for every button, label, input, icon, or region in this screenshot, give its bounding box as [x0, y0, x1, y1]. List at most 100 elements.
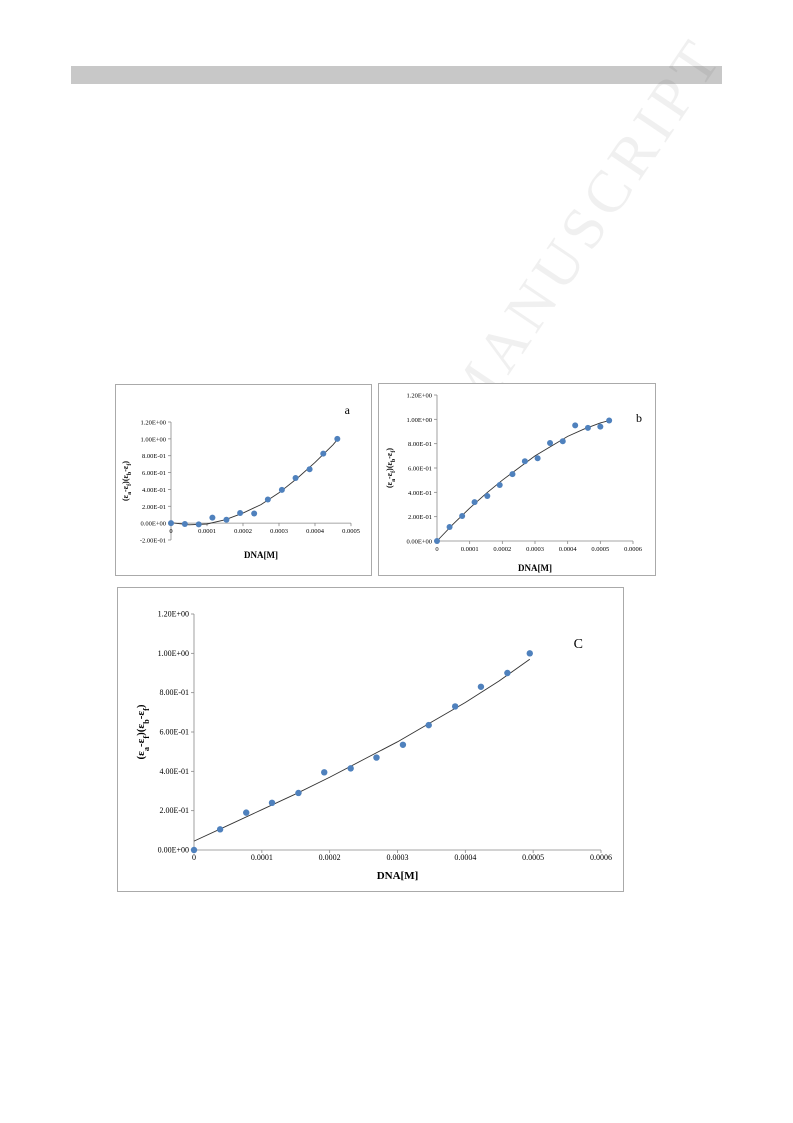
y-tick-label: 2.00E-01	[408, 514, 432, 521]
y-tick-label: 1.20E+00	[406, 393, 432, 400]
chart-a-svg: -2.00E-01 0.00E+00 2.00E-01 4.00E-01 6.00E-0…	[121, 403, 360, 560]
y-tick-label: -2.00E-01	[140, 538, 166, 545]
chart-panel-c: 0.00E+00 2.00E-01 4.00E-01 6.00E-01 8.00E-01…	[117, 587, 624, 892]
x-tick-label: 0.0003	[270, 528, 288, 535]
y-tick-label: 6.00E-01	[142, 470, 166, 477]
y-tick-label: 0.00E+00	[406, 539, 432, 546]
data-point	[347, 765, 354, 772]
y-tick-label: 8.00E-01	[159, 688, 189, 697]
data-point	[168, 520, 174, 527]
y-tick-label: 1.00E+00	[406, 417, 432, 424]
chart-panel-a: -2.00E-01 0.00E+00 2.00E-01 4.00E-01 6.00E-0…	[115, 384, 372, 576]
x-tick-label: 0.0005	[522, 853, 544, 862]
data-point	[292, 475, 299, 482]
fit-curve	[436, 420, 610, 542]
y-tick-label: 0.00E+00	[158, 846, 189, 855]
data-point	[451, 703, 459, 710]
data-point	[606, 417, 613, 424]
data-point	[295, 789, 302, 797]
data-point	[504, 669, 511, 677]
data-point	[399, 741, 407, 748]
x-tick-label: 0.0003	[526, 546, 544, 553]
data-point	[190, 846, 198, 854]
data-point	[321, 769, 328, 776]
chart-c-svg: 0.00E+00 2.00E-01 4.00E-01 6.00E-01 8.00E-01…	[135, 610, 612, 883]
data-point	[223, 516, 230, 523]
watermark: MANUSCRIPT	[430, 25, 736, 433]
y-tick-label: 4.00E-01	[159, 767, 189, 776]
panel-annotation: b	[636, 411, 642, 425]
panel-annotation: C	[574, 637, 583, 652]
data-point	[425, 721, 432, 729]
x-tick-label: 0.0005	[591, 546, 609, 553]
data-point	[484, 492, 491, 499]
data-point	[306, 466, 313, 473]
data-point	[209, 514, 216, 521]
data-point	[572, 422, 579, 429]
y-axis-title: (εa-εf)(εb-εf)	[135, 704, 151, 759]
data-point	[334, 435, 341, 442]
data-point	[446, 524, 453, 531]
y-tick-label: 8.00E-01	[408, 441, 432, 448]
data-point	[521, 458, 528, 465]
y-tick-label: 1.00E+00	[158, 649, 189, 658]
data-point	[496, 482, 503, 489]
header-bar	[71, 66, 722, 84]
data-point	[534, 455, 541, 462]
x-axis-title: DNA[M]	[244, 550, 278, 560]
x-tick-label: 0.0005	[342, 528, 360, 535]
x-tick-label: 0.0006	[590, 853, 612, 862]
data-point	[237, 510, 244, 517]
y-tick-label: 1.20E+00	[158, 610, 189, 619]
data-point	[264, 496, 271, 503]
data-point	[459, 513, 466, 520]
fit-curve	[193, 658, 531, 842]
x-axis-title: DNA[M]	[518, 563, 552, 573]
data-point	[373, 754, 380, 761]
y-tick-label: 8.00E-01	[142, 453, 166, 460]
data-point	[320, 450, 327, 457]
data-point	[584, 424, 591, 431]
data-point	[251, 510, 258, 517]
y-tick-label: 4.00E-01	[142, 487, 166, 494]
data-point	[509, 471, 516, 478]
y-tick-label: 2.00E-01	[159, 806, 189, 815]
data-point	[195, 521, 202, 528]
x-tick-label: 0.0002	[493, 546, 511, 553]
y-tick-label: 6.00E-01	[408, 466, 432, 473]
data-point	[526, 650, 533, 657]
y-tick-label: 4.00E-01	[408, 490, 432, 497]
x-tick-label: 0.0004	[559, 546, 578, 553]
y-axis-title: (εa-εf)(εb-εf)	[121, 461, 133, 501]
x-tick-label: 0.0003	[387, 853, 409, 862]
x-tick-label: 0.0002	[319, 853, 341, 862]
data-point	[278, 486, 285, 493]
data-point	[547, 440, 554, 447]
x-tick-label: 0.0004	[306, 528, 325, 535]
x-tick-label: 0	[192, 853, 196, 862]
x-tick-label: 0.0001	[198, 528, 216, 535]
x-tick-label: 0.0001	[461, 546, 479, 553]
x-tick-label: 0.0004	[454, 853, 476, 862]
y-tick-label: 0.00E+00	[140, 521, 166, 528]
y-tick-label: 1.20E+00	[140, 420, 166, 427]
data-point	[434, 538, 440, 544]
data-point	[268, 799, 276, 806]
chart-panel-b: 0.00E+00 2.00E-01 4.00E-01 6.00E-01 8.00E-01…	[378, 383, 656, 576]
panel-annotation: a	[345, 403, 351, 417]
data-point	[243, 809, 250, 816]
data-point	[559, 438, 566, 445]
y-tick-label: 2.00E-01	[142, 504, 166, 511]
x-tick-label: 0.0002	[234, 528, 252, 535]
y-tick-label: 6.00E-01	[159, 728, 189, 737]
x-tick-label: 0	[169, 528, 172, 535]
x-tick-label: 0.0006	[624, 546, 643, 553]
x-tick-label: 0.0001	[251, 853, 273, 862]
y-axis-title: (εa-εf)(εb-εf)	[385, 448, 397, 488]
data-point	[477, 683, 485, 690]
data-point	[471, 499, 478, 506]
x-axis-title: DNA[M]	[377, 870, 419, 882]
data-point	[597, 423, 604, 430]
data-point	[181, 520, 188, 527]
chart-b-svg: 0.00E+00 2.00E-01 4.00E-01 6.00E-01 8.00E-01…	[385, 393, 643, 574]
